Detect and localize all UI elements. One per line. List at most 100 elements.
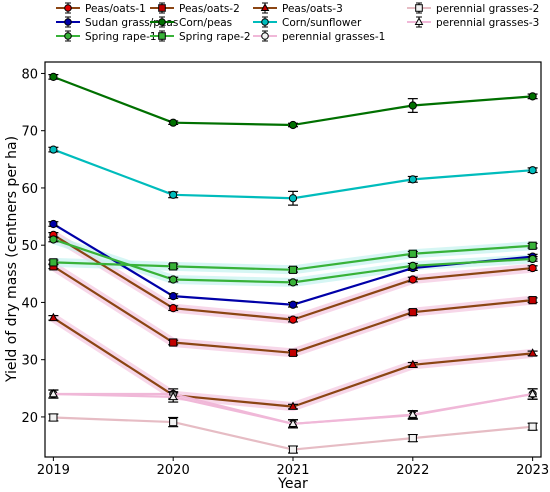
- legend-label: Corn/sunflower: [282, 17, 362, 29]
- data-point: [288, 265, 298, 274]
- legend-marker: [414, 17, 424, 25]
- y-tick-label: 80: [21, 67, 38, 82]
- series: [48, 230, 538, 324]
- legend-label: Peas/oats-1: [85, 3, 146, 15]
- legend-label: Peas/oats-2: [179, 3, 240, 15]
- legend-marker: [260, 3, 270, 11]
- data-point: [48, 312, 59, 322]
- data-point: [408, 409, 418, 418]
- y-tick-label: 20: [21, 411, 38, 426]
- data-point: [528, 92, 537, 101]
- legend-marker: [64, 32, 72, 40]
- data-point: [528, 263, 537, 273]
- data-point: [408, 308, 417, 317]
- data-point: [408, 275, 417, 284]
- data-point: [49, 235, 58, 244]
- y-tick-label: 70: [21, 125, 38, 140]
- data-point: [408, 101, 417, 110]
- legend-item: Corn/sunflower: [253, 16, 362, 29]
- data-point: [288, 401, 298, 410]
- legend-marker: [158, 4, 166, 12]
- legend-marker: [261, 18, 269, 26]
- legend-label: perennial grasses-1: [282, 31, 385, 43]
- series-line: [52, 75, 533, 127]
- y-tick-label: 40: [21, 296, 38, 311]
- data-point: [169, 338, 178, 347]
- data-point: [528, 254, 537, 264]
- data-point: [169, 118, 178, 127]
- legend-item: perennial grasses-1: [253, 30, 385, 43]
- legend-marker: [64, 18, 72, 26]
- data-point: [48, 388, 59, 398]
- legend-item: perennial grasses-3: [407, 16, 539, 29]
- x-axis-label: Year: [277, 476, 308, 492]
- legend-item: Peas/oats-3: [253, 2, 343, 15]
- x-tick-label: 2021: [276, 463, 309, 478]
- data-point: [169, 190, 178, 199]
- data-point: [49, 72, 58, 81]
- data-point: [408, 434, 417, 443]
- legend-marker: [64, 4, 72, 12]
- data-point: [169, 304, 178, 313]
- legend-label: Corn/peas: [179, 17, 232, 29]
- data-point: [49, 258, 58, 267]
- data-point: [288, 418, 298, 427]
- legend-label: Spring rape-2: [179, 31, 251, 43]
- y-axis: 20 30 40 50 60 70 80: [21, 67, 45, 426]
- x-tick-label: 2022: [396, 463, 429, 478]
- data-point: [288, 120, 298, 130]
- data-point: [408, 359, 418, 369]
- legend-marker: [158, 32, 166, 40]
- series: [48, 72, 538, 130]
- legend-marker: [415, 4, 423, 12]
- data-point: [169, 417, 178, 427]
- data-point: [288, 194, 298, 203]
- data-point: [49, 145, 58, 154]
- legend-item: Spring rape-2: [150, 30, 251, 43]
- data-point: [168, 391, 178, 401]
- legend-label: Spring rape-1: [85, 31, 157, 43]
- legend-label: Sudan grass/peas: [85, 17, 178, 29]
- data-point: [288, 278, 298, 287]
- series: [48, 413, 538, 454]
- data-point: [408, 261, 417, 270]
- legend: Peas/oats-1 Sudan grass/peas Spring rape-1…: [56, 2, 539, 43]
- y-tick-label: 30: [21, 354, 38, 369]
- series: [48, 235, 538, 287]
- data-point: [288, 348, 298, 357]
- data-point: [49, 219, 58, 229]
- data-point: [528, 166, 537, 175]
- data-point: [408, 249, 417, 258]
- x-tick-label: 2020: [157, 463, 190, 478]
- data-point: [169, 275, 178, 284]
- data-point: [169, 262, 178, 271]
- y-tick-label: 60: [21, 182, 38, 197]
- series: [48, 388, 538, 429]
- x-tick-label: 2023: [516, 463, 549, 478]
- legend-item: Peas/oats-2: [150, 2, 240, 15]
- data-point: [528, 241, 537, 250]
- data-point: [169, 292, 178, 301]
- data-point: [288, 300, 298, 309]
- plot-area: [48, 72, 538, 454]
- legend-item: Corn/peas: [150, 16, 232, 29]
- data-point: [49, 413, 58, 422]
- legend-label: perennial grasses-2: [436, 3, 539, 15]
- legend-item: Spring rape-1: [56, 30, 157, 43]
- series: [48, 241, 538, 274]
- series: [48, 145, 538, 206]
- legend-marker: [158, 18, 166, 26]
- data-point: [527, 388, 538, 398]
- y-tick-label: 50: [21, 239, 38, 254]
- legend-item: Peas/oats-1: [56, 2, 146, 15]
- data-point: [528, 422, 537, 431]
- data-point: [528, 296, 537, 305]
- data-point: [288, 445, 298, 454]
- legend-marker: [261, 32, 269, 40]
- legend-item: Sudan grass/peas: [56, 16, 178, 29]
- legend-label: perennial grasses-3: [436, 17, 539, 29]
- y-axis-label: Yield of dry mass (centners per ha): [4, 136, 20, 383]
- data-point: [288, 315, 298, 324]
- data-point: [408, 175, 417, 184]
